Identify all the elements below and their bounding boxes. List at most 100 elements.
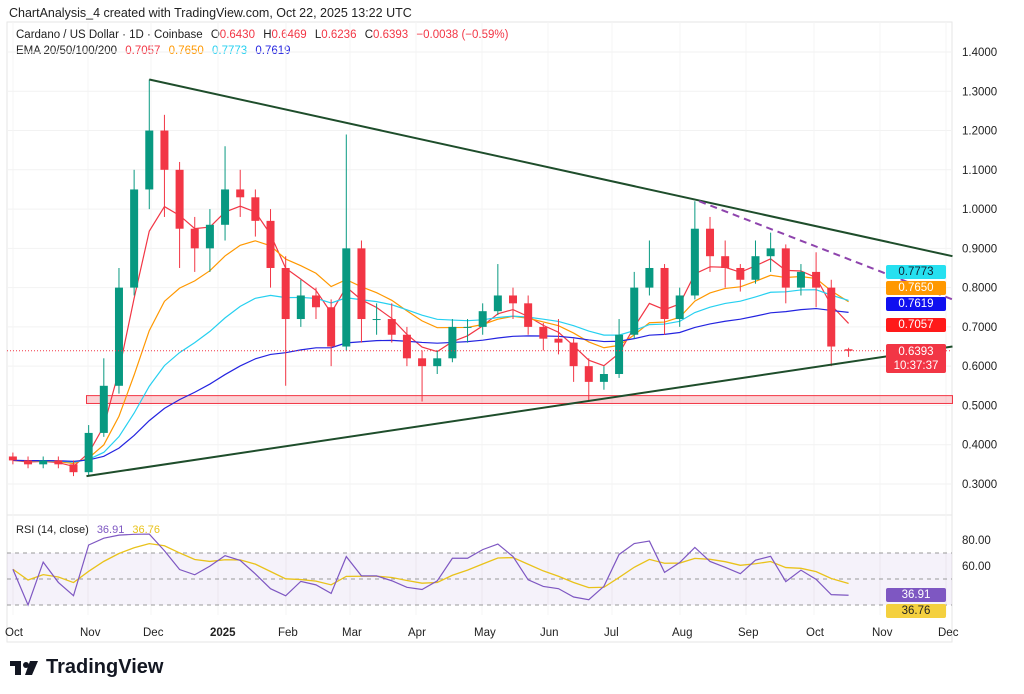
change-value: −0.0038 (−0.59%): [416, 29, 509, 41]
candle-body: [827, 287, 836, 347]
candle-body: [251, 197, 260, 221]
candle-body: [130, 189, 139, 288]
candle-body: [372, 319, 381, 321]
candle: [781, 244, 790, 304]
price-tick-label: 0.8000: [962, 283, 997, 295]
candle: [478, 303, 487, 335]
candle-body: [599, 374, 608, 382]
candle: [327, 299, 336, 367]
price-tick-label: 0.9000: [962, 243, 997, 255]
candle: [130, 169, 139, 296]
candle-body: [387, 319, 396, 335]
price-tick-label: 1.0000: [962, 204, 997, 216]
candle-body: [342, 248, 351, 347]
candle-body: [84, 432, 93, 473]
candle: [463, 319, 472, 343]
candle-body: [524, 303, 533, 327]
high-value: 0.6469: [271, 29, 307, 41]
time-tick-label: Aug: [672, 627, 692, 639]
candle: [402, 326, 411, 367]
time-tick-label: Nov: [80, 627, 101, 639]
candle: [357, 240, 366, 343]
candle-body: [781, 248, 790, 288]
price-tick-label: 0.6000: [962, 361, 997, 373]
candle-body: [99, 385, 108, 433]
candle: [796, 264, 805, 296]
candle-body: [630, 287, 639, 335]
candle-body: [114, 287, 123, 386]
time-tick-label: Apr: [408, 627, 426, 639]
candle: [387, 303, 396, 343]
candle: [281, 256, 290, 386]
rsi-legend-value: 36.91: [96, 524, 125, 536]
trendline-upper: [149, 78, 953, 258]
candle: [205, 209, 214, 272]
candle: [736, 264, 745, 292]
candle: [266, 209, 275, 288]
ema20-badge: 0.7057: [886, 318, 946, 332]
ema200-badge: 0.7619: [886, 297, 946, 311]
rsi-ma-legend-value: 36.76: [132, 524, 160, 536]
candle: [569, 338, 578, 382]
tradingview-logo[interactable]: TradingView: [10, 656, 163, 679]
tradingview-brand: TradingView: [46, 656, 164, 678]
trendline-dashed-resistance: [698, 200, 953, 301]
symbol-name[interactable]: Cardano / US Dollar · 1D · Coinbase: [16, 29, 203, 41]
time-tick-label: Dec: [143, 627, 164, 639]
time-tick-label: Feb: [278, 627, 298, 639]
ema-label[interactable]: EMA 20/50/100/200: [16, 45, 118, 57]
candle-body: [660, 267, 669, 320]
candle-body: [751, 256, 760, 280]
candle-body: [721, 256, 730, 268]
candle: [615, 319, 624, 378]
rsi-tick-label: 60.00: [962, 561, 991, 573]
open-value: 0.6430: [219, 29, 255, 41]
time-tick-label: Oct: [806, 627, 825, 639]
candle-body: [554, 338, 563, 343]
candle: [39, 456, 48, 469]
candle-body: [69, 464, 78, 473]
price-tick-label: 1.3000: [962, 86, 997, 98]
candle-body: [615, 334, 624, 375]
candle-body: [418, 358, 427, 367]
candle-body: [796, 271, 805, 288]
candle: [844, 347, 853, 357]
candle: [812, 252, 821, 308]
time-tick-label: Sep: [738, 627, 758, 639]
candle-body: [675, 295, 684, 320]
candle: [584, 358, 593, 402]
candle: [296, 279, 305, 327]
low-value: 0.6236: [321, 29, 357, 41]
time-tick-label: Jul: [604, 627, 619, 639]
candle: [539, 322, 548, 351]
price-tick-label: 0.5000: [962, 400, 997, 412]
rsi-line: [12, 533, 849, 607]
candle: [630, 271, 639, 339]
price-badge: 0.6393 10:37:37: [886, 344, 946, 373]
candle: [493, 264, 502, 316]
candle: [69, 460, 78, 477]
candle: [236, 169, 245, 217]
ema100-badge: 0.7773: [886, 265, 946, 279]
ema-line-ema20: [12, 205, 850, 468]
candle: [509, 287, 517, 320]
candle: [54, 456, 63, 469]
candle-body: [175, 169, 184, 229]
candle-body: [281, 267, 290, 320]
candle-body: [266, 220, 275, 268]
candle-body: [493, 295, 502, 312]
candle-body: [766, 248, 775, 257]
rsi-label[interactable]: RSI (14, close): [16, 524, 89, 536]
ema-line-ema100: [12, 289, 849, 463]
candle-body: [844, 349, 853, 351]
rsi-badge: 36.91: [886, 588, 946, 602]
candle-body: [54, 460, 63, 465]
candle: [660, 264, 669, 335]
candle-body: [357, 248, 366, 320]
price-badge-value: 0.6393: [898, 346, 934, 358]
open-label: O: [210, 29, 220, 41]
trendline-lower: [86, 345, 953, 478]
candle-body: [8, 456, 17, 461]
candle-body: [221, 189, 230, 225]
